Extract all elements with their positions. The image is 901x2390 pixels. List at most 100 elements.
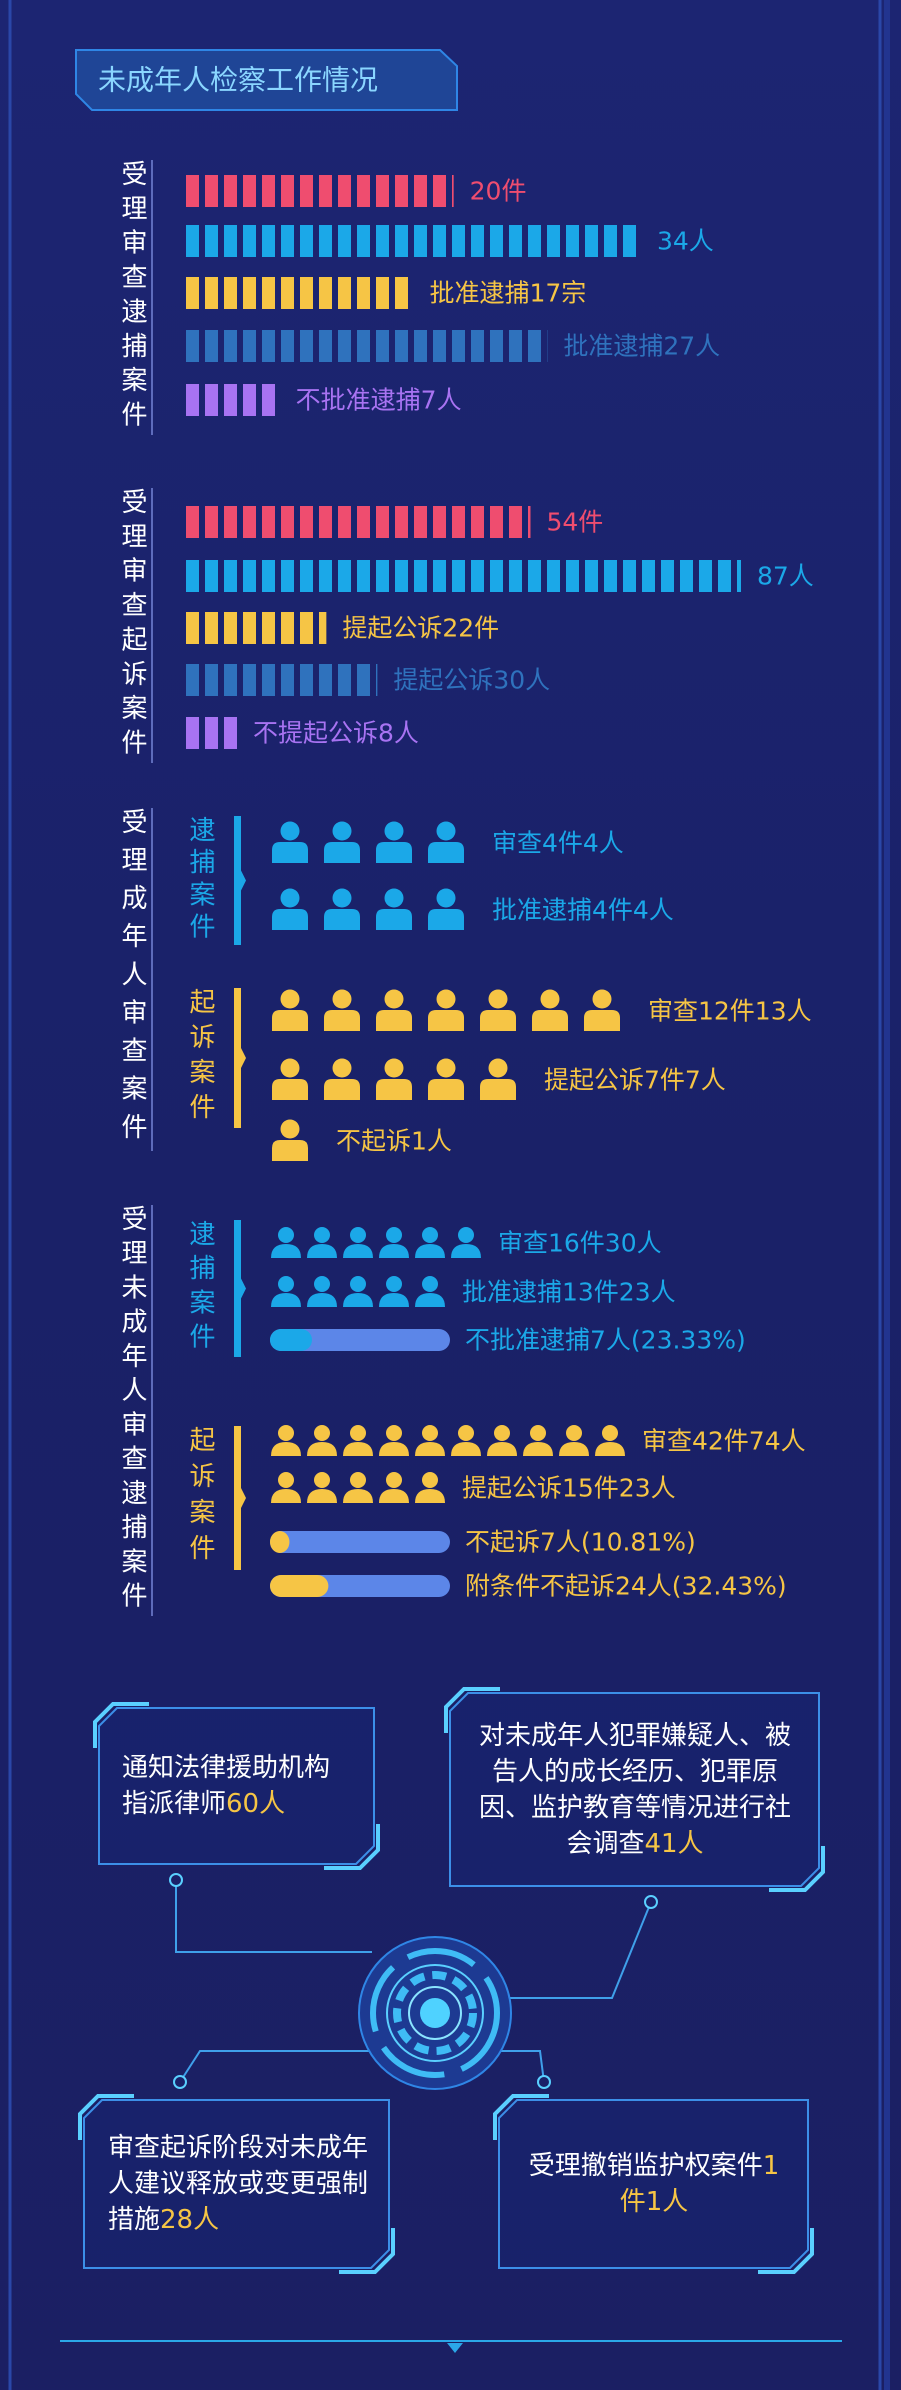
note-corner xyxy=(493,2094,814,2274)
person-icon-body xyxy=(584,1010,620,1031)
title-box xyxy=(75,49,458,111)
person-icon-body xyxy=(415,1244,445,1258)
person-icon-body xyxy=(272,1140,308,1161)
person-icon-head xyxy=(436,888,456,908)
person-icon-body xyxy=(428,909,464,930)
connector-dot xyxy=(169,1873,183,1887)
progress-fill xyxy=(270,1329,312,1351)
person-icon-head xyxy=(384,888,404,908)
frame xyxy=(8,0,882,2390)
emblem-ring xyxy=(370,1948,500,2078)
vertical-label: 受理成年人审查案件 xyxy=(117,808,147,1151)
bar xyxy=(186,384,280,416)
person-icon-head xyxy=(592,989,612,1009)
note-corner xyxy=(78,2094,395,2274)
person-icon-head xyxy=(332,888,352,908)
bar-label: 不提起公诉8人 xyxy=(253,719,419,748)
bracket xyxy=(234,816,246,945)
person-icon-body xyxy=(428,1010,464,1031)
vertical-label: 受理审查起诉案件 xyxy=(117,488,147,763)
bar-label: 87人 xyxy=(757,562,814,591)
person-icon-head xyxy=(350,1472,366,1488)
note-highlight: 28人 xyxy=(160,2205,220,2235)
note-body: 受理撤销监护权案件 xyxy=(528,2151,763,2181)
connector-dot xyxy=(173,2075,187,2089)
person-icon-head xyxy=(436,989,456,1009)
person-icon-head xyxy=(280,989,300,1009)
person-icon-head xyxy=(332,821,352,841)
person-icon-head xyxy=(422,1276,438,1292)
person-icon-head xyxy=(280,1058,300,1078)
person-icon-head xyxy=(566,1425,582,1441)
bar-label: 20件 xyxy=(470,177,527,206)
bar xyxy=(186,330,548,362)
person-icon-body xyxy=(428,842,464,863)
person-icon-body xyxy=(272,1010,308,1031)
note-box xyxy=(83,2099,390,2269)
note-text: 受理撤销监护权案件1件1人 xyxy=(520,2148,788,2220)
person-icon-head xyxy=(278,1227,294,1243)
person-icon-head xyxy=(314,1227,330,1243)
bar xyxy=(186,612,327,644)
bracket xyxy=(234,1220,246,1357)
person-icon-head xyxy=(350,1227,366,1243)
note-body: 通知法律援助机构指派律师 xyxy=(122,1753,331,1819)
person-icon-head xyxy=(494,1425,510,1441)
person-icon-head xyxy=(350,1425,366,1441)
note-text: 通知法律援助机构指派律师60人 xyxy=(122,1750,347,1822)
item-label: 不起诉1人 xyxy=(336,1127,452,1156)
person-icon-body xyxy=(451,1244,481,1258)
person-icon-head xyxy=(540,989,560,1009)
person-icon-body xyxy=(272,842,308,863)
person-icon-body xyxy=(343,1489,373,1503)
item-label: 审查4件4人 xyxy=(492,829,624,858)
bar xyxy=(186,225,641,257)
item-label: 提起公诉15件23人 xyxy=(462,1474,676,1503)
person-icon-head xyxy=(280,1119,300,1139)
person-icon-head xyxy=(602,1425,618,1441)
person-icon-head xyxy=(384,989,404,1009)
note-highlight: 41人 xyxy=(644,1828,704,1859)
person-icon-body xyxy=(379,1442,409,1456)
vertical-label: 受理审查逮捕案件 xyxy=(117,160,147,435)
person-icon-head xyxy=(386,1276,402,1292)
connector-dot xyxy=(644,1895,658,1909)
progress-track xyxy=(270,1531,450,1553)
progress-fill xyxy=(270,1531,290,1553)
person-icon-body xyxy=(307,1442,337,1456)
person-icon-head xyxy=(384,1058,404,1078)
frame-edge xyxy=(884,0,890,2390)
bracket xyxy=(234,988,246,1128)
bar xyxy=(186,560,741,592)
person-icon-body xyxy=(307,1293,337,1307)
note-body: 审查起诉阶段对未成年人建议释放或变更强制措施 xyxy=(108,2133,369,2235)
bar xyxy=(186,506,531,538)
note-box xyxy=(498,2099,809,2269)
person-icon-body xyxy=(271,1244,301,1258)
person-icon-body xyxy=(480,1079,516,1100)
person-icon-head xyxy=(280,821,300,841)
vertical-label: 起诉案件 xyxy=(185,1426,215,1570)
bar-label: 提起公诉30人 xyxy=(393,666,550,695)
vertical-label: 逮捕案件 xyxy=(185,1220,215,1357)
person-icon-head xyxy=(422,1227,438,1243)
person-icon-head xyxy=(386,1472,402,1488)
person-icon-body xyxy=(523,1442,553,1456)
person-icon-body xyxy=(595,1442,625,1456)
person-icon-body xyxy=(376,909,412,930)
person-icon-head xyxy=(314,1425,330,1441)
person-icon-body xyxy=(343,1442,373,1456)
person-icon-body xyxy=(271,1442,301,1456)
bar-label: 批准逮捕27人 xyxy=(563,332,720,361)
note-text: 对未成年人犯罪嫌疑人、被告人的成长经历、犯罪原因、监护教育等情况进行社会调查41… xyxy=(470,1718,800,1862)
note-box xyxy=(98,1707,375,1865)
person-icon-head xyxy=(436,1058,456,1078)
person-icon-body xyxy=(324,1010,360,1031)
connector xyxy=(175,1880,372,1953)
bar xyxy=(186,717,238,749)
person-icon-head xyxy=(458,1425,474,1441)
person-icon-body xyxy=(428,1079,464,1100)
connector xyxy=(492,2050,545,2083)
person-icon-body xyxy=(307,1244,337,1258)
